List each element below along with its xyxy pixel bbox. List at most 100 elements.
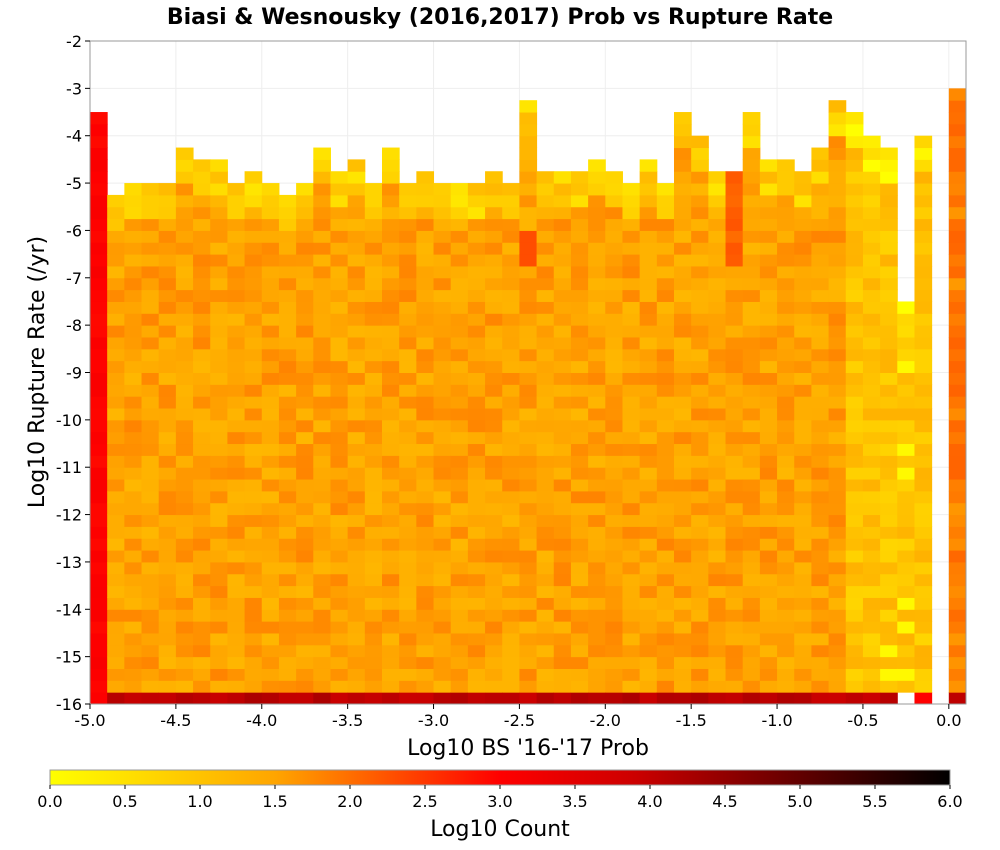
heatmap-cell bbox=[227, 230, 246, 243]
heatmap-cell bbox=[622, 230, 641, 243]
heatmap-cell bbox=[313, 644, 331, 658]
heatmap-cell bbox=[759, 254, 778, 267]
heatmap-cell bbox=[467, 490, 486, 504]
heatmap-cell bbox=[811, 408, 830, 421]
heatmap-cell bbox=[794, 419, 812, 433]
heatmap-cell bbox=[519, 218, 538, 231]
heatmap-cell bbox=[227, 585, 246, 598]
heatmap-cell bbox=[777, 467, 795, 480]
heatmap-cell bbox=[536, 502, 555, 516]
heatmap-cell bbox=[141, 585, 160, 598]
heatmap-cell bbox=[90, 550, 108, 563]
heatmap-cell bbox=[794, 692, 812, 705]
heatmap-cell bbox=[450, 573, 469, 587]
heatmap-cell bbox=[175, 360, 194, 373]
heatmap-cell bbox=[210, 644, 228, 658]
heatmap-cell bbox=[193, 443, 211, 456]
heatmap-cell bbox=[811, 502, 830, 516]
heatmap-cell bbox=[210, 431, 228, 445]
heatmap-cell bbox=[536, 490, 555, 504]
heatmap-cell bbox=[725, 585, 744, 598]
heatmap-cell bbox=[296, 621, 314, 634]
heatmap-cell bbox=[467, 467, 486, 480]
heatmap-cell bbox=[674, 514, 692, 527]
heatmap-cell bbox=[948, 526, 967, 539]
heatmap-cell bbox=[141, 206, 160, 220]
heatmap-cell bbox=[880, 265, 898, 279]
heatmap-cell bbox=[588, 325, 606, 338]
heatmap-cell bbox=[193, 360, 211, 373]
heatmap-cell bbox=[862, 526, 881, 539]
heatmap-cell bbox=[278, 668, 297, 681]
heatmap-cell bbox=[450, 336, 469, 350]
heatmap-cell bbox=[141, 384, 160, 397]
heatmap-cell bbox=[553, 277, 572, 291]
heatmap-cell bbox=[948, 88, 967, 101]
heatmap-cell bbox=[244, 526, 263, 539]
heatmap-cell bbox=[759, 443, 778, 456]
heatmap-cell bbox=[639, 396, 658, 409]
heatmap-cell bbox=[794, 490, 812, 504]
heatmap-cell bbox=[210, 561, 228, 575]
heatmap-cell bbox=[656, 230, 675, 243]
heatmap-cell bbox=[897, 301, 915, 314]
heatmap-cell bbox=[450, 419, 469, 433]
heatmap-cell bbox=[175, 550, 194, 563]
heatmap-cell bbox=[485, 502, 503, 516]
heatmap-cell bbox=[502, 372, 520, 385]
heatmap-cell bbox=[811, 455, 830, 468]
heatmap-cell bbox=[158, 384, 177, 397]
heatmap-cell bbox=[416, 301, 435, 314]
heatmap-cell bbox=[897, 467, 915, 480]
heatmap-cell bbox=[193, 644, 211, 658]
heatmap-cell bbox=[502, 301, 520, 314]
heatmap-cell bbox=[450, 396, 469, 409]
heatmap-cell bbox=[570, 467, 589, 480]
heatmap-cell bbox=[433, 550, 452, 563]
heatmap-cell bbox=[313, 609, 331, 622]
heatmap-cell bbox=[777, 632, 795, 646]
heatmap-cell bbox=[141, 573, 160, 587]
heatmap-cell bbox=[450, 408, 469, 421]
heatmap-cell bbox=[828, 100, 847, 113]
heatmap-cell bbox=[536, 561, 555, 575]
heatmap-cell bbox=[416, 573, 435, 587]
heatmap-cell bbox=[725, 467, 744, 480]
heatmap-cell bbox=[725, 538, 744, 551]
heatmap-cell bbox=[158, 538, 177, 551]
heatmap-cell bbox=[450, 514, 469, 527]
heatmap-cell bbox=[107, 632, 125, 646]
heatmap-cell bbox=[261, 218, 280, 231]
heatmap-cell bbox=[210, 692, 228, 705]
heatmap-cell bbox=[330, 230, 349, 243]
heatmap-cell bbox=[691, 206, 709, 220]
heatmap-cell bbox=[605, 692, 623, 705]
heatmap-cell bbox=[880, 242, 898, 255]
heatmap-cell bbox=[588, 490, 606, 504]
heatmap-cell bbox=[759, 396, 778, 409]
heatmap-cell bbox=[570, 526, 589, 539]
heatmap-cell bbox=[656, 526, 675, 539]
heatmap-cell bbox=[553, 301, 572, 314]
heatmap-cell bbox=[90, 325, 108, 338]
heatmap-cell bbox=[536, 171, 555, 184]
heatmap-cell bbox=[570, 621, 589, 634]
heatmap-cell bbox=[845, 490, 864, 504]
heatmap-cell bbox=[193, 514, 211, 527]
heatmap-cell bbox=[862, 289, 881, 302]
colorbar-tick-label: 6.0 bbox=[937, 792, 962, 811]
heatmap-cell bbox=[656, 490, 675, 504]
heatmap-cell bbox=[880, 159, 898, 172]
heatmap-cell bbox=[828, 538, 847, 551]
heatmap-cell bbox=[777, 538, 795, 551]
heatmap-cell bbox=[433, 490, 452, 504]
heatmap-cell bbox=[313, 526, 331, 539]
heatmap-cell bbox=[622, 502, 641, 516]
heatmap-cell bbox=[416, 218, 435, 231]
heatmap-cell bbox=[691, 265, 709, 279]
heatmap-cell bbox=[107, 692, 125, 705]
heatmap-cell bbox=[107, 656, 125, 669]
heatmap-cell bbox=[90, 112, 108, 125]
heatmap-cell bbox=[193, 668, 211, 681]
heatmap-cell bbox=[605, 514, 623, 527]
